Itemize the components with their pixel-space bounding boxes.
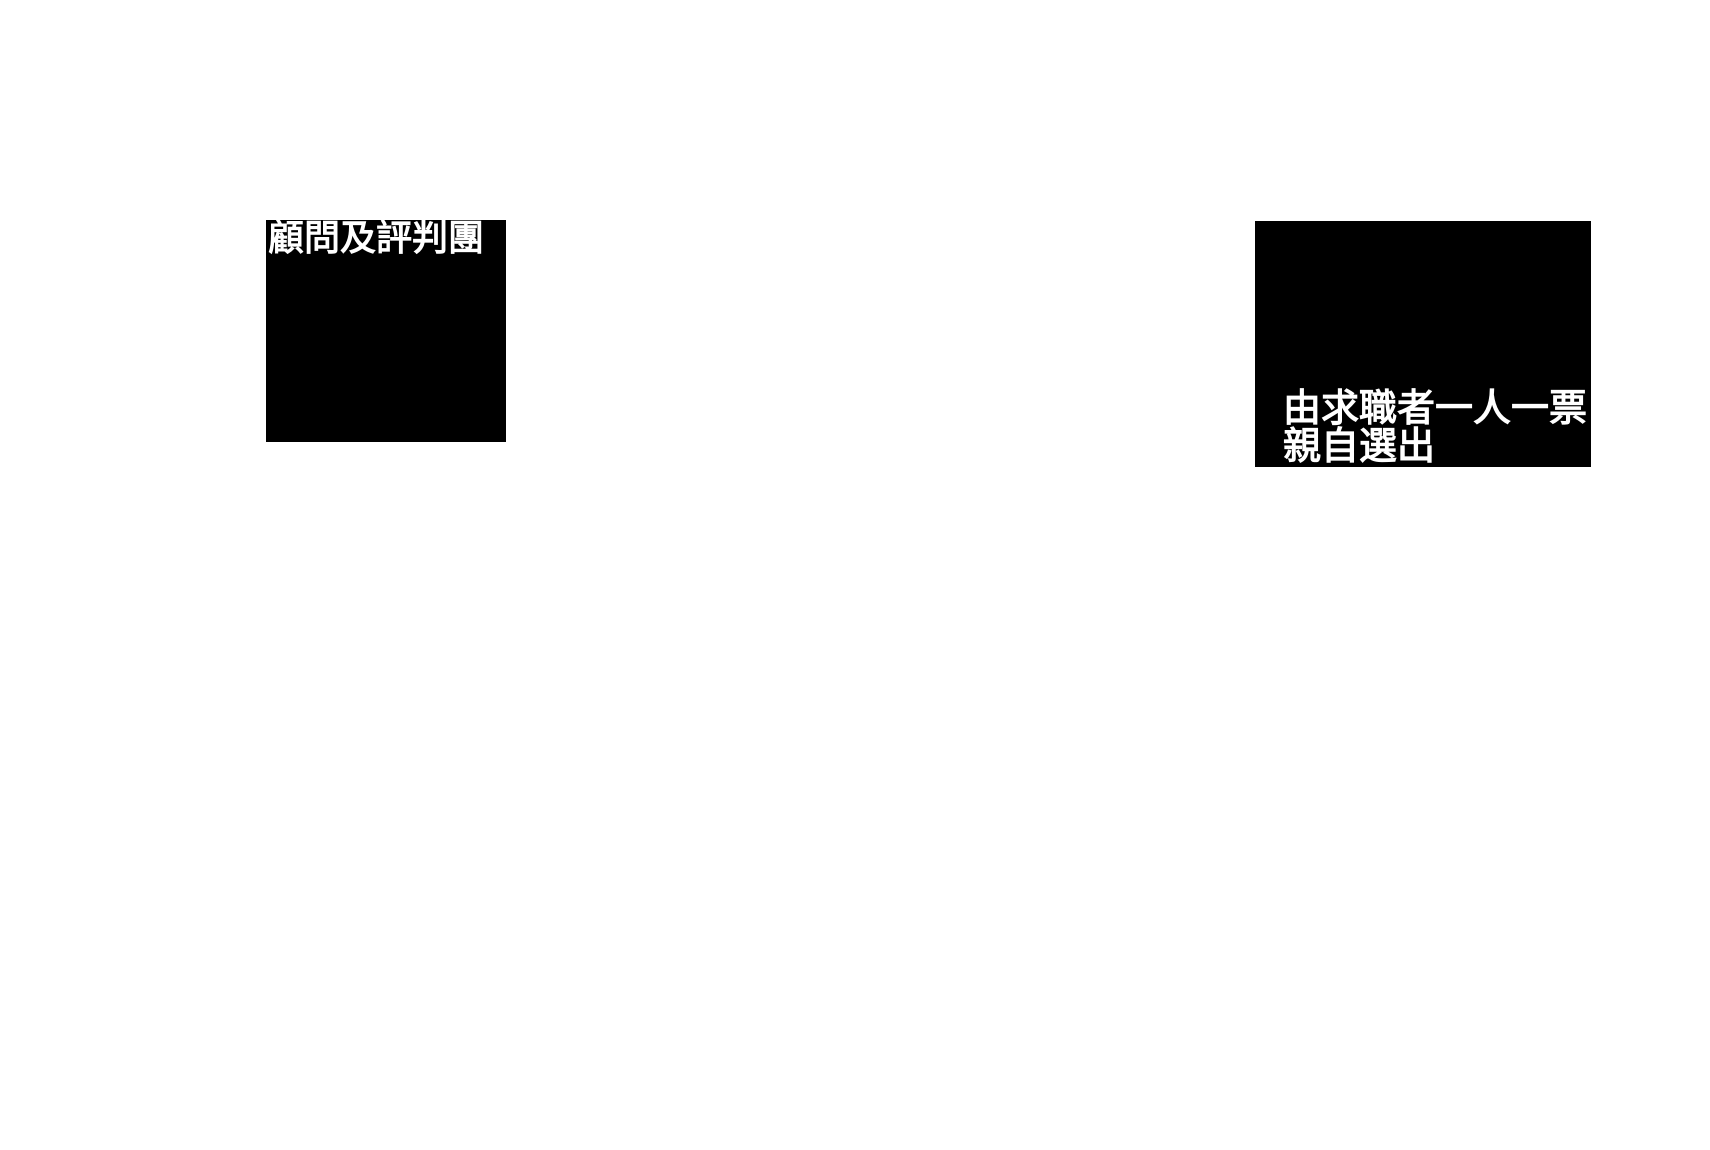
advisors-caption: 顧問及評判團 [268,220,485,258]
advisors-image-placeholder: 顧問及評判團 [266,220,506,442]
vote-selection-image-placeholder: 由求職者一人一票 親自選出 [1255,221,1591,467]
vote-selection-caption-line-2: 親自選出 [1283,426,1436,467]
vote-selection-caption: 由求職者一人一票 親自選出 [1283,390,1587,466]
vote-selection-caption-line-1: 由求職者一人一票 [1283,388,1588,430]
